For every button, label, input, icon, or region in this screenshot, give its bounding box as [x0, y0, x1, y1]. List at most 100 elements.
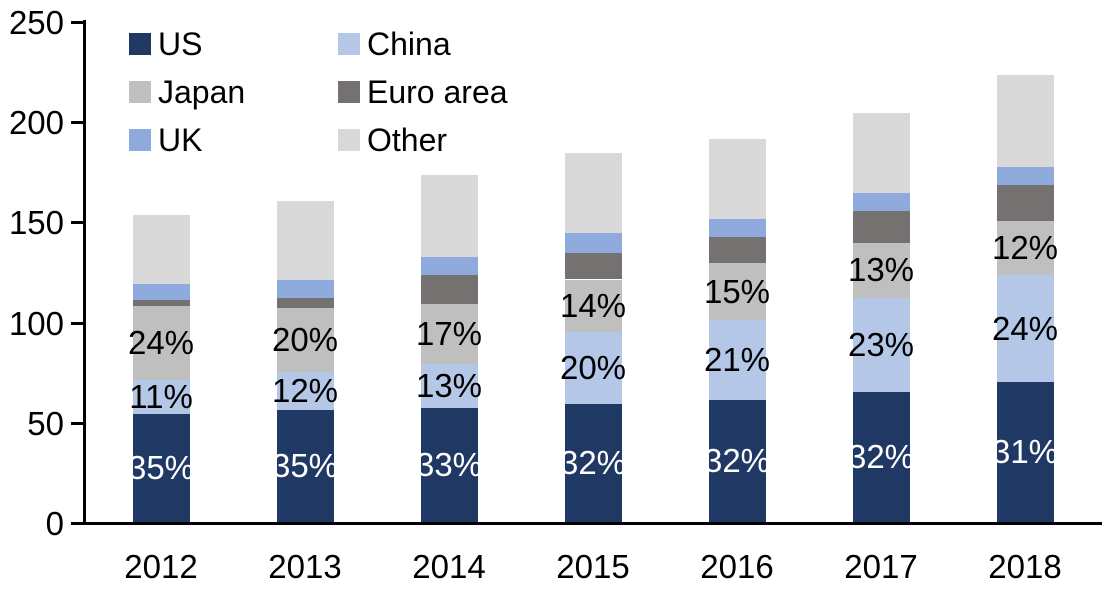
bar-segment-euro-area: [276, 297, 334, 308]
segment-label-japan: 12%: [991, 229, 1059, 267]
legend-swatch-icon: [338, 81, 360, 103]
bar-segment-china: 20%: [560, 331, 626, 404]
bar-segment-china: 13%: [416, 363, 482, 408]
segment-label-china: 20%: [559, 348, 627, 386]
y-tick-label: 250: [8, 4, 64, 41]
y-tick-mark: [71, 121, 84, 125]
x-tick-label-2017: 2017: [844, 548, 918, 585]
y-tick-label: 150: [8, 204, 64, 242]
segment-label-japan: 14%: [559, 286, 627, 324]
bar-segment-other: [564, 153, 622, 234]
bar-segment-euro-area: [564, 253, 622, 280]
bar-segment-uk: [276, 279, 334, 298]
bar-segment-china: 21%: [704, 319, 770, 400]
legend-swatch-icon: [129, 81, 151, 103]
bar-segment-us: 31%: [992, 381, 1058, 522]
bar-segment-japan: 15%: [704, 263, 770, 320]
legend-label-japan: Japan: [158, 74, 246, 110]
y-tick-label: 0: [45, 505, 64, 542]
segment-label-us: 35%: [271, 446, 339, 484]
bar-segment-china: 12%: [272, 371, 338, 410]
bar-segment-euro-area: [420, 275, 478, 304]
legend-item-euro-area: Euro area: [338, 68, 508, 116]
bar-segment-euro-area: [132, 299, 190, 306]
segment-label-china: 21%: [703, 340, 771, 378]
segment-label-japan: 15%: [703, 272, 771, 310]
segment-label-japan: 17%: [415, 314, 483, 352]
segment-label-us: 32%: [559, 443, 627, 481]
segment-label-us: 35%: [127, 448, 195, 486]
bar-segment-other: [420, 175, 478, 258]
bar-segment-uk: [420, 257, 478, 276]
bar-segment-china: 24%: [992, 275, 1058, 382]
bar-segment-us: 35%: [272, 409, 338, 522]
bar-segment-japan: 12%: [992, 221, 1058, 276]
bar-segment-china: 23%: [848, 297, 914, 392]
bar-segment-japan: 20%: [272, 307, 338, 372]
bar-2018: 31% 24% 12%: [992, 75, 1058, 522]
y-tick-mark: [71, 522, 84, 525]
y-axis-line: [83, 20, 86, 525]
segment-label-japan: 24%: [127, 323, 195, 361]
bar-segment-uk: [996, 167, 1054, 186]
legend-label-us: US: [158, 26, 203, 62]
bar-segment-uk: [852, 193, 910, 212]
y-tick-mark: [71, 221, 84, 225]
segment-label-china: 12%: [271, 371, 339, 409]
bar-2015: 32% 20% 14%: [560, 153, 626, 522]
segment-label-us: 33%: [415, 445, 483, 483]
bar-segment-uk: [564, 233, 622, 254]
legend-item-uk: UK: [129, 116, 338, 164]
bar-2017: 32% 23% 13%: [848, 113, 914, 522]
bar-segment-other: [276, 201, 334, 280]
bar-segment-us: 35%: [128, 413, 194, 522]
segment-label-japan: 20%: [271, 320, 339, 358]
legend-item-japan: Japan: [129, 68, 338, 116]
legend-swatch-icon: [129, 129, 151, 151]
y-tick-label: 100: [8, 304, 64, 342]
segment-label-china: 24%: [991, 309, 1059, 347]
bar-2012: 35% 11% 24%: [128, 215, 194, 522]
segment-label-japan: 13%: [847, 251, 915, 289]
bar-2016: 32% 21% 15%: [704, 139, 770, 522]
legend-label-other: Other: [367, 122, 448, 158]
legend-label-euro-area: Euro area: [367, 74, 508, 110]
bar-segment-other: [132, 215, 190, 284]
bar-2014: 33% 13% 17%: [416, 175, 482, 522]
x-tick-label-2012: 2012: [124, 548, 198, 585]
bar-segment-china: 11%: [129, 379, 193, 414]
legend-item-other: Other: [338, 116, 508, 164]
bar-segment-us: 32%: [848, 391, 914, 522]
bar-segment-us: 32%: [560, 403, 626, 522]
segment-label-us: 32%: [703, 441, 771, 479]
legend-item-us: US: [129, 20, 338, 68]
legend-label-china: China: [367, 26, 451, 62]
segment-label-china: 13%: [415, 366, 483, 404]
legend-item-china: China: [338, 20, 508, 68]
bar-segment-euro-area: [996, 185, 1054, 222]
y-tick-label: 50: [27, 404, 64, 442]
bar-segment-other: [996, 75, 1054, 168]
bar-segment-us: 33%: [416, 407, 482, 522]
y-tick-mark: [71, 321, 84, 325]
legend-swatch-icon: [129, 33, 151, 55]
x-tick-label-2018: 2018: [988, 548, 1062, 585]
legend: US China Japan Euro area UK Other: [129, 20, 508, 164]
x-tick-label-2016: 2016: [700, 548, 774, 585]
bar-segment-japan: 24%: [128, 305, 194, 380]
segment-label-china: 23%: [847, 325, 915, 363]
bar-2013: 35% 12% 20%: [272, 201, 338, 522]
legend-label-uk: UK: [158, 122, 203, 158]
x-tick-label-2013: 2013: [268, 548, 342, 585]
x-axis-line: [73, 522, 1102, 525]
segment-label-us: 31%: [991, 432, 1059, 470]
y-tick-mark: [71, 21, 84, 24]
bar-segment-uk: [132, 283, 190, 300]
segment-label-china: 11%: [129, 377, 193, 415]
legend-swatch-icon: [338, 129, 360, 151]
bar-segment-other: [852, 113, 910, 194]
legend-swatch-icon: [338, 33, 360, 55]
bar-segment-euro-area: [852, 211, 910, 244]
y-tick-mark: [71, 421, 84, 425]
bar-segment-japan: 14%: [560, 279, 626, 332]
